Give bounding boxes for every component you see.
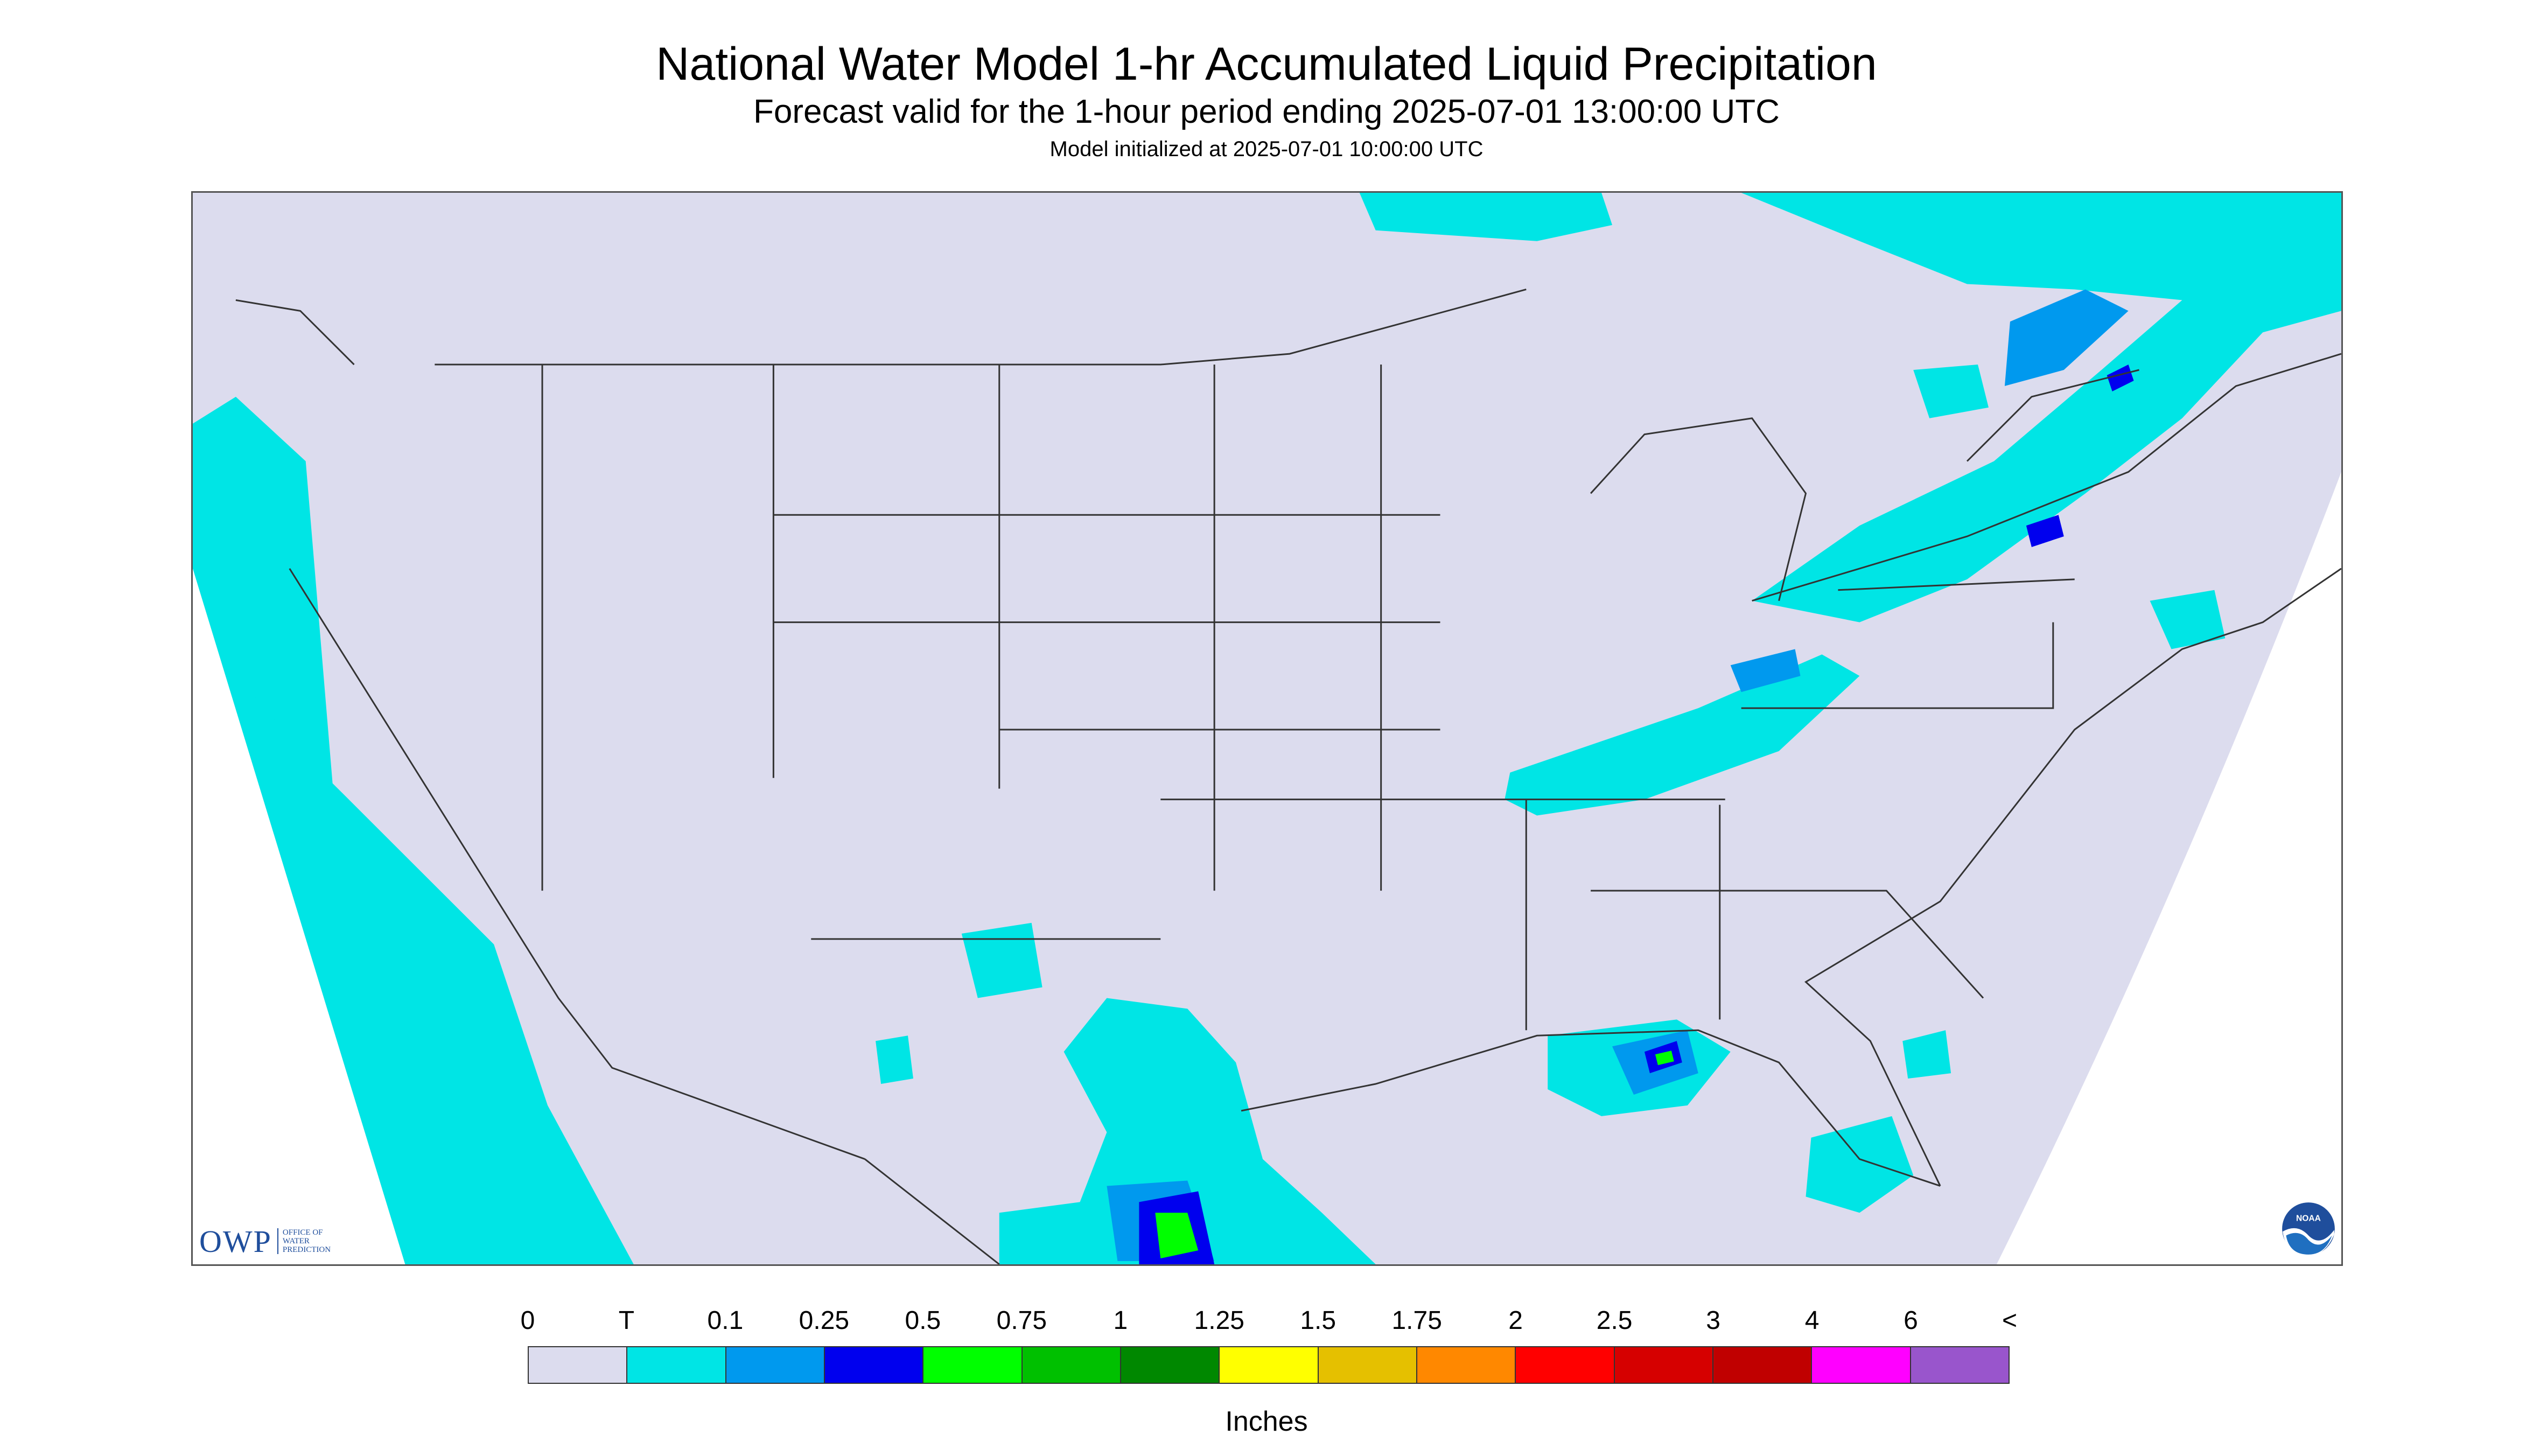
legend-swatch <box>824 1347 924 1383</box>
boundaries-layer <box>235 289 2341 1264</box>
legend-swatch <box>627 1347 726 1383</box>
legend-swatch <box>726 1347 825 1383</box>
legend-swatch <box>1911 1347 2009 1383</box>
legend-label: 2.5 <box>1596 1306 1633 1335</box>
legend-label: 2 <box>1508 1306 1523 1335</box>
legend-label: 0.5 <box>905 1306 941 1335</box>
map-domain <box>193 193 2341 1264</box>
legend-label: 1 <box>1113 1306 1128 1335</box>
legend-swatch <box>1812 1347 1911 1383</box>
legend-label: 0.75 <box>996 1306 1047 1335</box>
legend-swatch <box>1516 1347 1615 1383</box>
legend-swatch <box>1220 1347 1319 1383</box>
map-canvas <box>193 193 2341 1264</box>
legend-label: 6 <box>1904 1306 1918 1335</box>
model-init-text: Model initialized at 2025-07-01 10:00:00… <box>1049 137 1484 161</box>
precip-legend-bar <box>528 1346 2010 1384</box>
map-subtitle: Forecast valid for the 1-hour period end… <box>753 93 1780 130</box>
legend-swatch <box>1022 1347 1121 1383</box>
legend-label: 1.5 <box>1300 1306 1337 1335</box>
legend-labels: 0 T 0.1 0.25 0.5 0.75 1 1.25 1.5 1.75 2 2.5 3 4 6 < <box>521 1306 2017 1338</box>
legend-label: 0.25 <box>799 1306 850 1335</box>
legend-label: T <box>618 1306 635 1335</box>
legend-swatch <box>529 1347 628 1383</box>
owp-logo-subtitle: OFFICE OF WATER PREDICTION <box>277 1228 347 1254</box>
legend-swatch <box>1417 1347 1516 1383</box>
legend-swatch <box>923 1347 1023 1383</box>
noaa-logo-text: NOAA <box>2296 1214 2321 1223</box>
legend-swatch <box>1121 1347 1220 1383</box>
legend-label: 3 <box>1706 1306 1720 1335</box>
legend-swatch <box>1713 1347 1813 1383</box>
legend-label: 1.75 <box>1391 1306 1442 1335</box>
noaa-logo: NOAA <box>2281 1201 2336 1256</box>
legend-label: 0.1 <box>707 1306 744 1335</box>
owp-logo: OWP OFFICE OF WATER PREDICTION <box>199 1222 347 1260</box>
legend-units: Inches <box>1225 1406 1308 1437</box>
legend-label: 1.25 <box>1194 1306 1244 1335</box>
precip-layer <box>193 193 2341 1264</box>
legend-label: 4 <box>1804 1306 1820 1335</box>
owp-logo-text: OWP <box>199 1223 272 1259</box>
legend-swatch <box>1614 1347 1713 1383</box>
legend-label: 0 <box>520 1306 535 1335</box>
legend-label: < <box>2002 1306 2018 1335</box>
map-title: National Water Model 1-hr Accumulated Li… <box>656 38 1877 90</box>
legend-swatch <box>1318 1347 1417 1383</box>
precipitation-map[interactable] <box>191 191 2343 1266</box>
